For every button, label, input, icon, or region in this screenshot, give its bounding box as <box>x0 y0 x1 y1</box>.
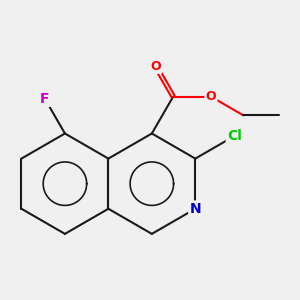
Text: F: F <box>40 92 50 106</box>
Text: O: O <box>206 90 216 103</box>
Text: Cl: Cl <box>227 129 242 143</box>
Text: O: O <box>150 60 161 73</box>
Text: N: N <box>190 202 201 216</box>
